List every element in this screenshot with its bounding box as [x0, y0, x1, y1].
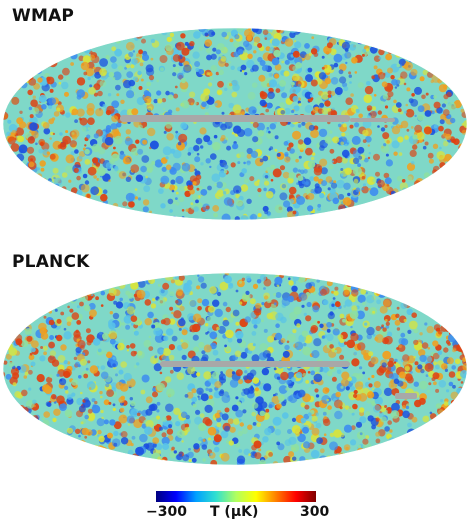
temperature-colorbar — [156, 491, 316, 502]
colorbar-max-label: 300 — [300, 504, 330, 520]
colorbar-unit-label: T (μK) — [210, 504, 259, 520]
planck-sky-map — [2, 272, 468, 466]
wmap-galactic-mask — [120, 115, 350, 122]
planck-galactic-mask — [160, 361, 350, 367]
wmap-title: WMAP — [12, 6, 75, 26]
colorbar-min-label: −300 — [146, 504, 187, 520]
wmap-sky-map — [2, 27, 468, 221]
planck-title: PLANCK — [12, 252, 90, 272]
